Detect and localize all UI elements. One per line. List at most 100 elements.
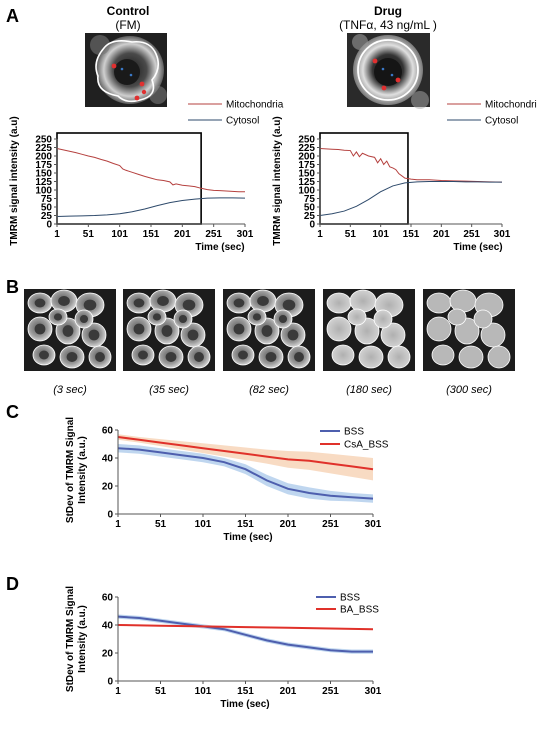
series-line-csa-bss <box>117 436 374 471</box>
cell-nucleus <box>53 313 63 321</box>
y-tick-label: 150 <box>298 169 315 180</box>
chart-drug-tmrm: 1 51 101 151 201 251 3010255075100125150175200… <box>272 100 537 254</box>
cell-nucleus <box>182 299 196 311</box>
series-line-mitochondria <box>56 148 245 193</box>
cell-nucleus <box>178 314 188 324</box>
legend-label: Mitochondria <box>226 100 284 111</box>
cell-outline <box>347 308 367 326</box>
x-tick-label: 1 <box>54 229 60 240</box>
legend-label: CsA_BSS <box>344 440 389 451</box>
y-tick-label: 100 <box>298 186 315 197</box>
control-title: Control <box>107 4 150 18</box>
x-axis-label: Time (sec) <box>453 242 502 253</box>
cell-nucleus <box>133 323 145 335</box>
series-line-cytosol <box>319 181 502 216</box>
x-axis-label: Time (sec) <box>195 242 244 253</box>
cell-outline <box>480 322 506 348</box>
y-tick-label: 0 <box>107 677 113 688</box>
x-tick-label: 101 <box>195 519 212 530</box>
highlight-box <box>56 132 202 225</box>
cell-outline <box>487 345 511 369</box>
legend-label: BSS <box>344 427 364 438</box>
x-tick-label: 251 <box>463 229 480 240</box>
cell-outline <box>326 316 352 342</box>
y-tick-label: 250 <box>35 135 52 146</box>
series-line-bss <box>117 447 374 500</box>
cell-nucleus <box>79 314 89 324</box>
timelapse-caption: (300 sec) <box>446 384 492 396</box>
series-line-ba-bss <box>117 624 374 631</box>
x-tick-label: 251 <box>322 519 339 530</box>
cell-nucleus <box>58 296 70 306</box>
y-axis-label-line: StDev of TMRM Signal <box>65 417 76 523</box>
x-tick-label: 51 <box>83 229 95 240</box>
x-tick-label: 101 <box>195 686 212 697</box>
cell-nucleus <box>233 298 245 308</box>
cell-nucleus <box>62 325 74 337</box>
x-tick-label: 201 <box>174 229 191 240</box>
timelapse-caption: (3 sec) <box>53 384 87 396</box>
drug-title: Drug <box>374 4 402 18</box>
x-tick-label: 201 <box>280 686 297 697</box>
cell-outline <box>431 344 455 366</box>
series-line-mitochondria <box>319 148 503 183</box>
y-axis-label-line: StDev of TMRM Signal <box>65 586 76 692</box>
y-tick-label: 60 <box>102 593 114 604</box>
control-subtitle: (FM) <box>115 18 140 32</box>
y-tick-label: 125 <box>298 177 315 188</box>
y-axis-label-line: Intensity (a.u.) <box>77 605 88 673</box>
series-line-bss <box>117 615 373 653</box>
y-tick-label: 20 <box>102 482 114 493</box>
y-axis-label: TMRM signal intensity (a.u) <box>9 116 20 245</box>
cell-nucleus <box>282 299 296 311</box>
legend-label: BA_BSS <box>340 605 379 616</box>
cell-nucleus <box>161 325 173 337</box>
y-tick-label: 75 <box>304 194 316 205</box>
control-cell-micrograph <box>85 33 167 107</box>
drug-subtitle: (TNFα, 43 ng/mL ) <box>339 18 437 32</box>
x-tick-label: 201 <box>280 519 297 530</box>
y-tick-label: 75 <box>41 194 53 205</box>
timelapse-tile <box>223 289 315 371</box>
cell-nucleus <box>66 352 78 362</box>
legend-label: Cytosol <box>226 116 259 127</box>
x-tick-label: 301 <box>365 519 382 530</box>
x-tick-label: 51 <box>155 519 167 530</box>
cell-outline <box>473 309 493 329</box>
x-tick-label: 251 <box>205 229 222 240</box>
timelapse-tile <box>123 289 215 371</box>
x-tick-label: 51 <box>155 686 167 697</box>
y-tick-label: 100 <box>35 186 52 197</box>
legend-label: Mitochondria <box>485 100 537 111</box>
cell-outline <box>326 292 352 314</box>
cell-outline <box>373 309 393 329</box>
cell-nucleus <box>238 350 248 360</box>
y-tick-label: 0 <box>46 220 52 231</box>
y-axis-label: StDev of TMRM SignalIntensity (a.u.) <box>65 417 88 523</box>
timelapse-caption: (35 sec) <box>149 384 189 396</box>
y-tick-label: 250 <box>298 135 315 146</box>
x-tick-label: 151 <box>403 229 420 240</box>
cell-nucleus <box>265 352 277 362</box>
cell-outline <box>447 308 467 326</box>
y-tick-label: 125 <box>35 177 52 188</box>
timelapse-caption: (82 sec) <box>249 384 289 396</box>
cell-outline <box>458 345 484 369</box>
y-tick-label: 60 <box>102 426 114 437</box>
series-line-cytosol <box>56 197 246 218</box>
y-tick-label: 200 <box>298 152 315 163</box>
y-tick-label: 150 <box>35 169 52 180</box>
timelapse-tile <box>24 289 116 371</box>
cell-nucleus <box>34 298 46 308</box>
x-tick-label: 151 <box>143 229 160 240</box>
y-tick-label: 200 <box>35 152 52 163</box>
x-tick-label: 301 <box>365 686 382 697</box>
y-tick-label: 175 <box>298 160 315 171</box>
cell-nucleus <box>152 313 162 321</box>
y-axis-label: TMRM signal intensity (a.u) <box>272 116 283 245</box>
y-tick-label: 25 <box>304 211 316 222</box>
cell-outline <box>426 316 452 342</box>
